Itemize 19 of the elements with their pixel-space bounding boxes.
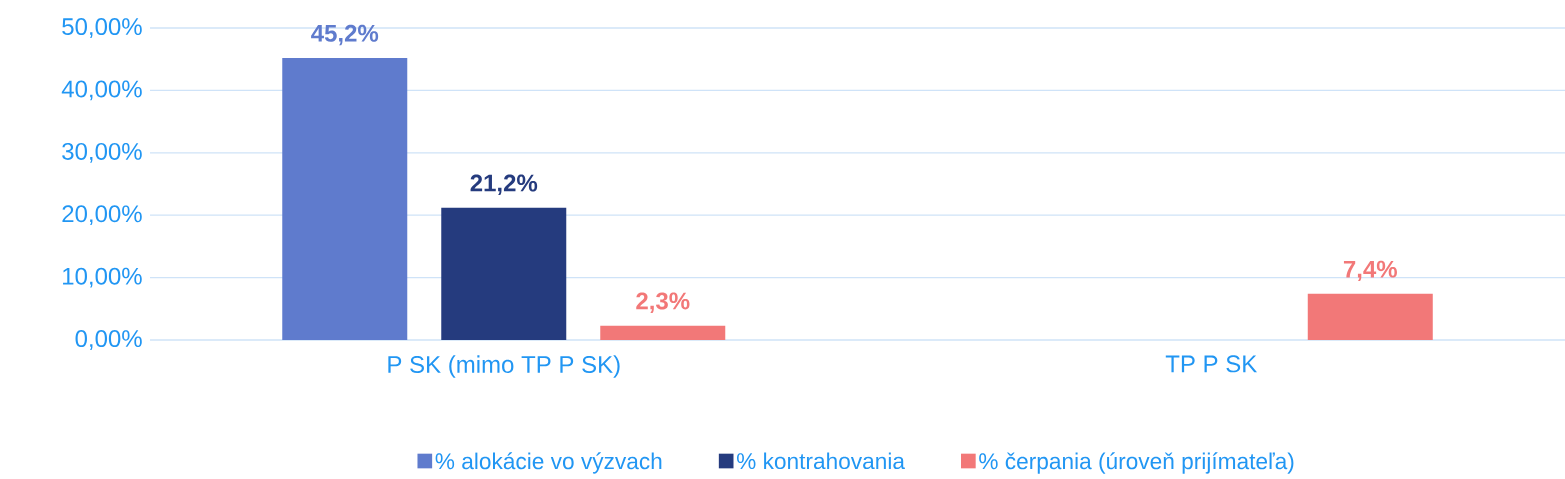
y-tick-label: 20,00%: [62, 205, 142, 226]
y-tick-label: 10,00%: [63, 267, 142, 288]
legend-label: % kontrahovania: [736, 452, 905, 470]
y-tick-label: 50,00%: [62, 18, 142, 38]
bar: [282, 57, 408, 340]
data-label: 2,3%: [636, 292, 690, 313]
data-label: 45,2%: [311, 24, 379, 46]
bar: [600, 325, 726, 340]
legend-label: % alokácie vo výzvach: [435, 452, 662, 474]
bar: [441, 207, 567, 340]
data-label: 21,2%: [470, 174, 538, 196]
x-tick-label: TP P SK: [1165, 355, 1257, 373]
data-label: 7,4%: [1343, 260, 1397, 282]
x-tick-label: P SK (mimo TP P SK): [388, 355, 620, 378]
legend-label: % čerpania (úroveň prijímateľa): [979, 452, 1294, 474]
y-tick-label: 30,00%: [62, 142, 142, 163]
bar: [1307, 293, 1433, 340]
y-tick-label: 0,00%: [75, 330, 142, 350]
y-tick-label: 40,00%: [61, 80, 142, 101]
